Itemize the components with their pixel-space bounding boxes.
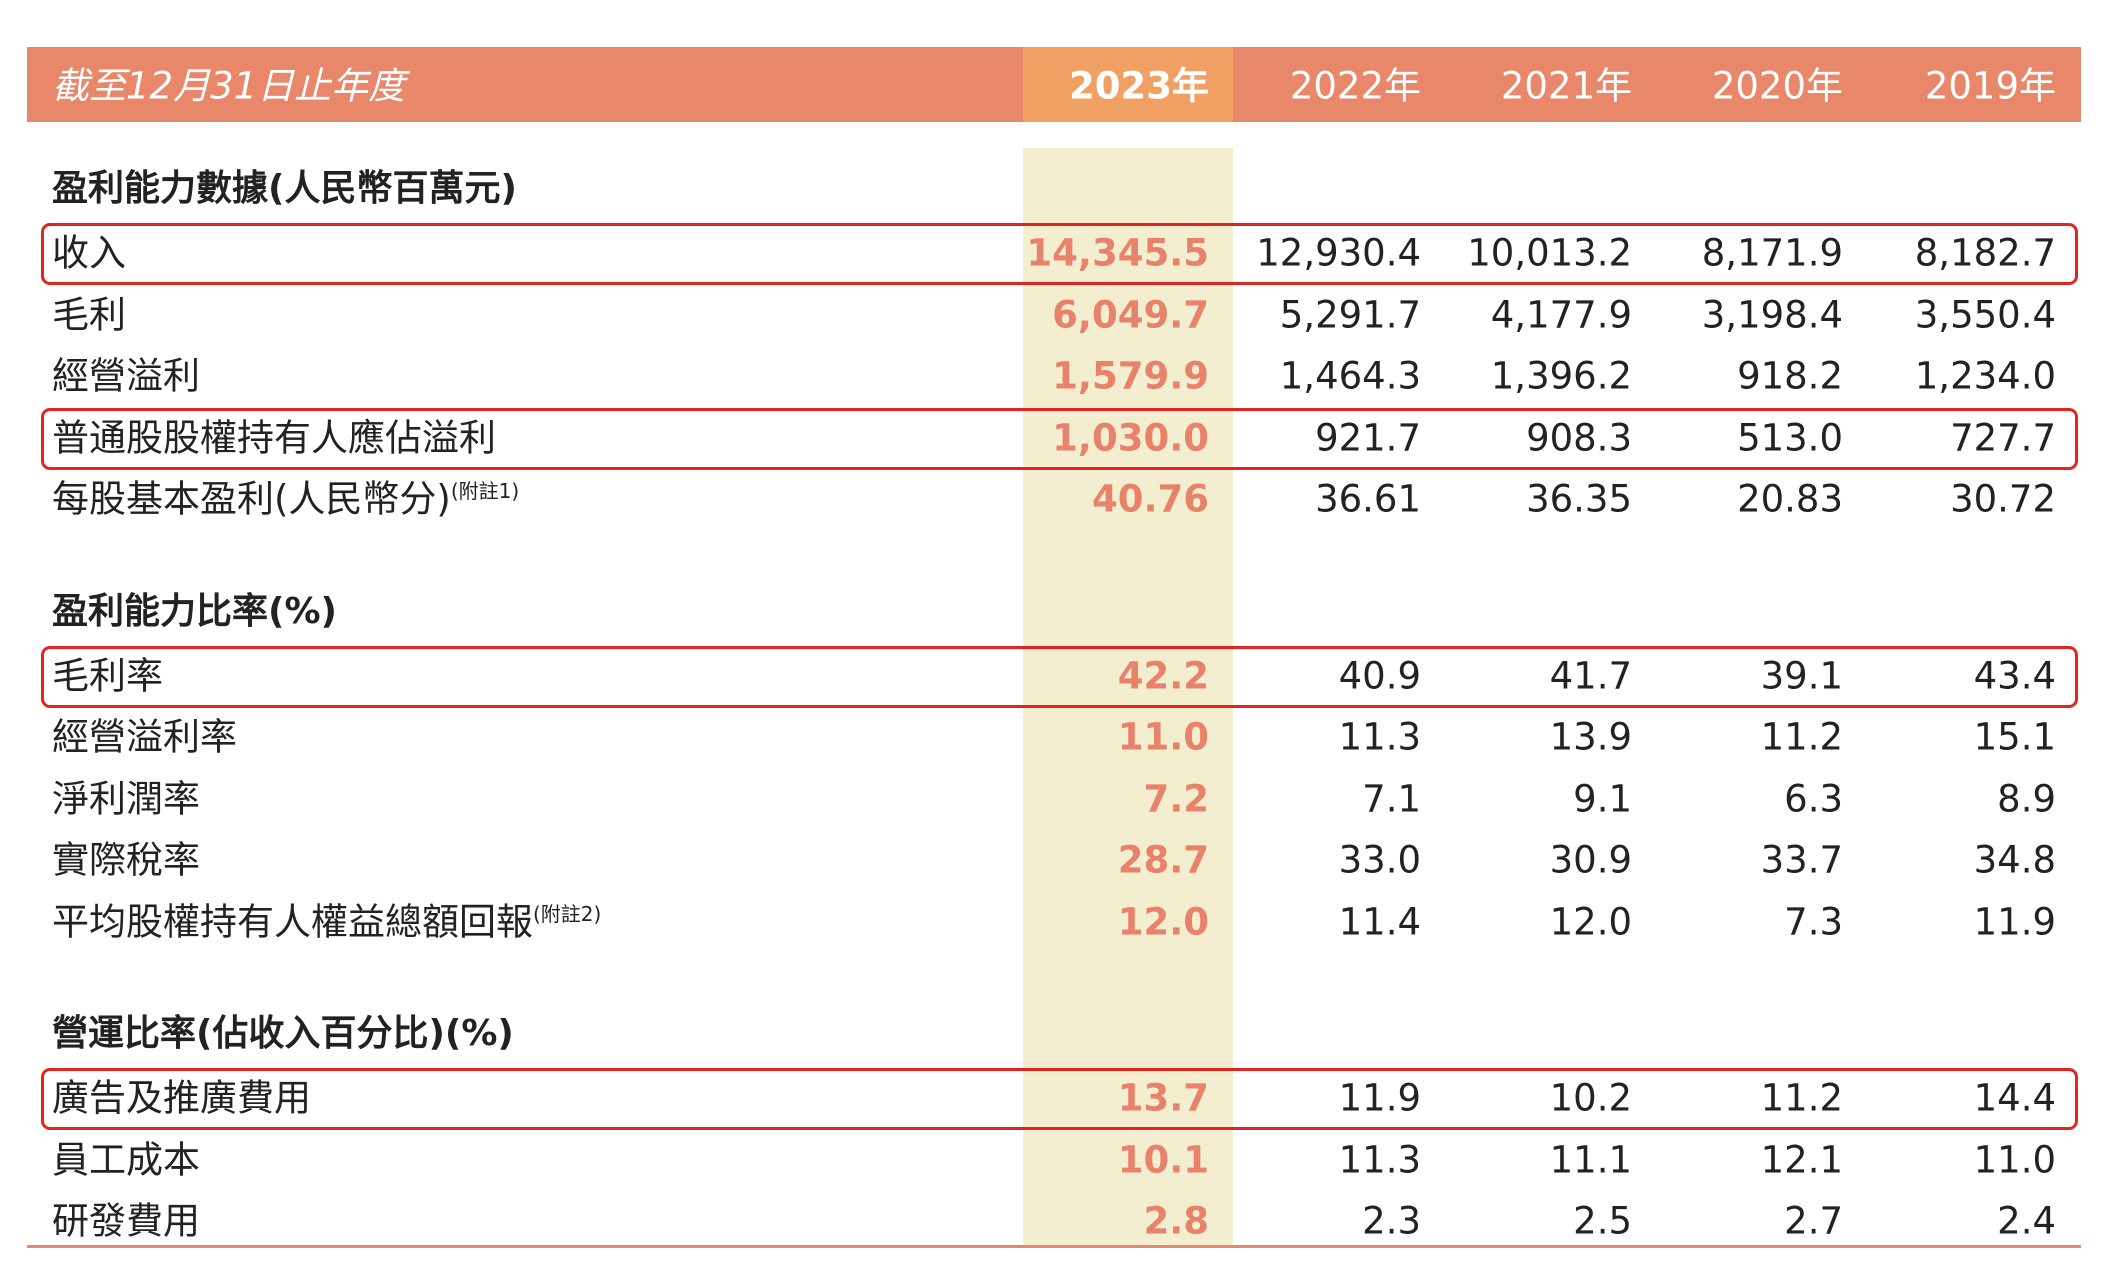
- cell-value: 8,171.9: [1701, 231, 1843, 275]
- cell-value: 4,177.9: [1490, 293, 1632, 336]
- cell-value: 11.9: [1338, 1076, 1421, 1120]
- row-label: 毛利率: [52, 654, 163, 697]
- cell-value: 12.1: [1760, 1138, 1843, 1181]
- year-header: 2023年: [1069, 64, 1209, 108]
- row-label: 廣告及推廣費用: [52, 1076, 311, 1120]
- cell-value: 7.3: [1784, 900, 1843, 943]
- cell-value: 11.2: [1760, 715, 1843, 759]
- cell-value: 12.0: [1117, 900, 1209, 943]
- cell-value: 1,234.0: [1914, 354, 2056, 398]
- cell-value: 10.1: [1117, 1138, 1209, 1181]
- cell-value: 40.76: [1091, 477, 1209, 521]
- cell-value: 11.3: [1338, 1138, 1421, 1181]
- cell-value: 11.1: [1549, 1138, 1632, 1181]
- highlight-header: [1023, 47, 1233, 122]
- row-highlight-box: [41, 1068, 2078, 1130]
- cell-value: 11.0: [1973, 1138, 2056, 1181]
- cell-value: 2.8: [1143, 1199, 1209, 1243]
- cell-value: 908.3: [1526, 416, 1632, 459]
- cell-value: 10.2: [1549, 1076, 1632, 1120]
- cell-value: 921.7: [1315, 416, 1421, 459]
- cell-value: 2.3: [1362, 1199, 1421, 1243]
- row-label: 淨利潤率: [52, 777, 200, 820]
- cell-value: 33.0: [1338, 838, 1421, 882]
- cell-value: 39.1: [1760, 654, 1843, 697]
- cell-value: 11.0: [1117, 715, 1209, 759]
- footnote: (附註1): [450, 479, 520, 504]
- cell-value: 30.9: [1549, 838, 1632, 882]
- cell-value: 8.9: [1997, 777, 2056, 820]
- cell-value: 42.2: [1117, 654, 1209, 697]
- year-header: 2021年: [1500, 64, 1632, 108]
- section-title: 盈利能力數據(人民幣百萬元): [52, 168, 517, 209]
- cell-value: 40.9: [1338, 654, 1421, 697]
- section-title: 盈利能力比率(%): [52, 590, 337, 632]
- row-label: 普通股股權持有人應佔溢利: [52, 416, 496, 459]
- row-label: 每股基本盈利(人民幣分)(附註1): [52, 477, 520, 521]
- cell-value: 33.7: [1760, 838, 1843, 882]
- cell-value: 11.3: [1338, 715, 1421, 759]
- year-header: 2020年: [1711, 64, 1843, 108]
- cell-value: 2.4: [1997, 1199, 2056, 1243]
- cell-value: 6,049.7: [1052, 293, 1209, 336]
- cell-value: 3,198.4: [1701, 293, 1843, 336]
- cell-value: 3,550.4: [1914, 293, 2056, 336]
- cell-value: 11.2: [1760, 1076, 1843, 1120]
- cell-value: 10,013.2: [1467, 231, 1632, 275]
- row-label: 平均股權持有人權益總額回報(附註2): [52, 900, 602, 943]
- cell-value: 41.7: [1549, 654, 1632, 697]
- row-label: 經營溢利率: [52, 715, 237, 759]
- row-highlight-box: [41, 407, 2078, 470]
- cell-value: 1,396.2: [1490, 354, 1632, 398]
- cell-value: 15.1: [1973, 715, 2056, 759]
- header-label: 截至12月31日止年度: [52, 64, 406, 108]
- cell-value: 14,345.5: [1026, 231, 1209, 275]
- row-highlight-box: [41, 645, 2078, 708]
- cell-value: 2.7: [1784, 1199, 1843, 1243]
- cell-value: 20.83: [1737, 477, 1843, 521]
- cell-value: 7.2: [1143, 777, 1209, 820]
- cell-value: 13.9: [1549, 715, 1632, 759]
- cell-value: 513.0: [1737, 416, 1843, 459]
- cell-value: 1,579.9: [1052, 354, 1209, 398]
- row-label: 實際稅率: [52, 838, 200, 882]
- cell-value: 43.4: [1973, 654, 2056, 697]
- cell-value: 1,030.0: [1052, 416, 1209, 459]
- cell-value: 8,182.7: [1914, 231, 2056, 275]
- highlight-band: [1023, 148, 1233, 1246]
- cell-value: 1,464.3: [1279, 354, 1421, 398]
- cell-value: 2.5: [1573, 1199, 1632, 1243]
- row-label: 研發費用: [52, 1199, 200, 1243]
- cell-value: 34.8: [1973, 838, 2056, 882]
- row-label: 毛利: [52, 293, 126, 336]
- section-title: 營運比率(佔收入百分比)(%): [52, 1013, 514, 1054]
- cell-value: 727.7: [1950, 416, 2056, 459]
- cell-value: 6.3: [1784, 777, 1843, 820]
- year-header: 2019年: [1924, 64, 2056, 108]
- bottom-rule: [27, 1245, 2081, 1248]
- cell-value: 13.7: [1117, 1076, 1209, 1120]
- footnote: (附註2): [533, 901, 602, 926]
- cell-value: 11.9: [1973, 900, 2056, 943]
- cell-value: 28.7: [1117, 838, 1209, 882]
- cell-value: 7.1: [1362, 777, 1421, 820]
- cell-value: 36.61: [1315, 477, 1421, 521]
- row-label: 員工成本: [52, 1138, 200, 1181]
- row-highlight-box: [41, 223, 2078, 285]
- row-label: 經營溢利: [52, 354, 200, 398]
- year-header: 2022年: [1289, 64, 1421, 108]
- cell-value: 36.35: [1526, 477, 1632, 521]
- cell-value: 11.4: [1338, 900, 1421, 943]
- cell-value: 5,291.7: [1279, 293, 1421, 336]
- row-label: 收入: [52, 231, 126, 275]
- cell-value: 14.4: [1973, 1076, 2056, 1120]
- cell-value: 9.1: [1573, 777, 1632, 820]
- cell-value: 918.2: [1737, 354, 1843, 398]
- cell-value: 12,930.4: [1256, 231, 1421, 275]
- cell-value: 12.0: [1549, 900, 1632, 943]
- cell-value: 30.72: [1950, 477, 2056, 521]
